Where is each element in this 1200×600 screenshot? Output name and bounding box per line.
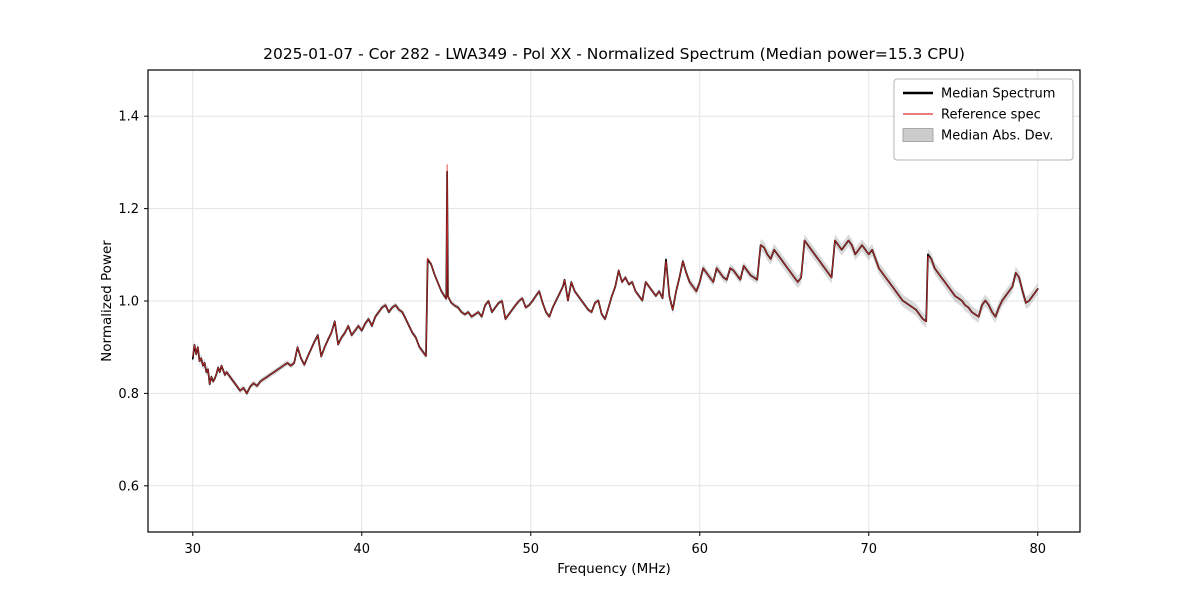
legend-item-label: Reference spec — [941, 108, 1041, 123]
legend-swatch-band — [902, 128, 934, 142]
y-tick-label: 1.4 — [118, 110, 139, 125]
x-tick-label: 40 — [354, 542, 371, 557]
median-spectrum-line — [191, 170, 1039, 395]
legend-box — [893, 78, 1074, 161]
x-tick-label: 70 — [860, 542, 877, 557]
y-tick-label: 0.8 — [118, 387, 139, 402]
legend-item-label: Median Spectrum — [941, 87, 1055, 102]
x-tick-label: 80 — [1029, 542, 1046, 557]
x-tick-label: 30 — [185, 542, 202, 557]
y-tick-label: 1.0 — [118, 295, 139, 310]
chart-title: 2025-01-07 - Cor 282 - LWA349 - Pol XX -… — [263, 45, 965, 63]
y-tick-label: 0.6 — [118, 479, 139, 494]
x-tick-label: 50 — [522, 542, 539, 557]
legend-item-label: Median Abs. Dev. — [941, 129, 1053, 144]
x-tick-label: 60 — [691, 542, 708, 557]
x-axis-label: Frequency (MHz) — [557, 561, 671, 577]
y-tick-label: 1.2 — [118, 202, 139, 217]
reference-spectrum-line — [192, 164, 1039, 394]
